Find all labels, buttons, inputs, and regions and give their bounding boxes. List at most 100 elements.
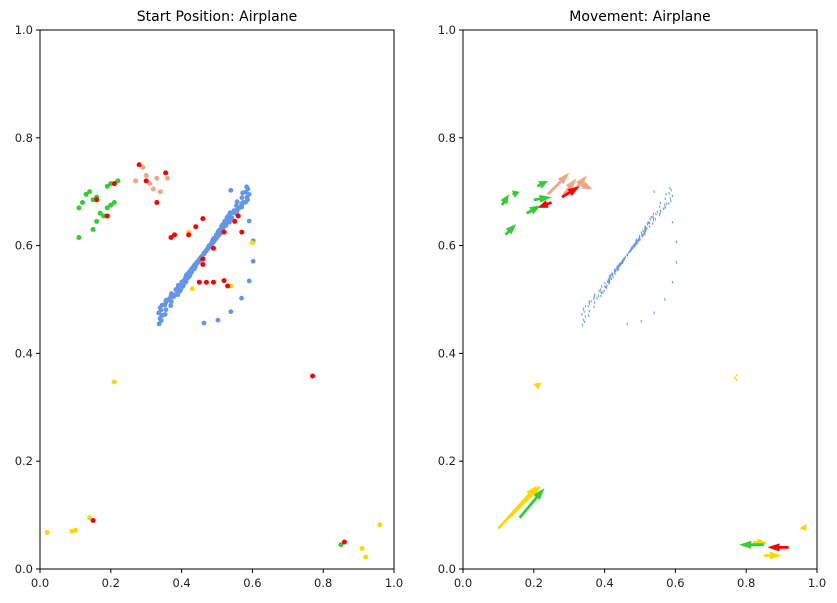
arm-motion-arrow bbox=[579, 181, 593, 189]
hand_right-point bbox=[189, 286, 195, 292]
face-motion-arrow bbox=[671, 280, 674, 284]
face-motion-arrow bbox=[604, 285, 606, 289]
hand_left-point bbox=[90, 197, 96, 203]
face-motion-arrow bbox=[635, 239, 638, 242]
pose-point bbox=[186, 232, 192, 238]
pose-motion-arrow bbox=[767, 543, 789, 552]
face-motion-arrow bbox=[630, 246, 633, 250]
face-motion-arrow bbox=[645, 228, 647, 231]
face-landmark-point bbox=[228, 187, 234, 193]
face-motion-arrow bbox=[606, 280, 609, 284]
face-landmark-point bbox=[250, 258, 256, 264]
face-motion-arrow bbox=[675, 240, 678, 244]
pose-point bbox=[163, 170, 169, 176]
hand_right-point bbox=[228, 283, 234, 289]
face-motion-arrow bbox=[671, 220, 674, 224]
arm-point bbox=[157, 189, 163, 195]
pose-point bbox=[310, 373, 316, 379]
x-tick-label: 0.8 bbox=[737, 576, 755, 590]
face-landmark-point bbox=[219, 222, 225, 228]
x-tick-label: 1.0 bbox=[808, 576, 826, 590]
x-tick-label: 0.6 bbox=[666, 576, 684, 590]
hand_right-motion-arrow bbox=[533, 382, 542, 390]
hand_left-motion-arrow bbox=[511, 190, 520, 198]
face-motion-arrow bbox=[610, 273, 612, 277]
face-landmark-point bbox=[184, 272, 190, 278]
face-motion-arrow bbox=[613, 269, 616, 273]
face-motion-arrow bbox=[626, 253, 628, 257]
face-motion-arrow bbox=[629, 250, 631, 254]
face-landmark-point bbox=[228, 309, 234, 315]
face-motion-arrow bbox=[668, 191, 670, 195]
face-motion-arrow bbox=[668, 202, 670, 205]
y-tick-label: 0.4 bbox=[438, 346, 456, 360]
pose-point bbox=[239, 229, 245, 235]
hand_right-motion-arrow bbox=[733, 373, 738, 382]
face-motion-arrow bbox=[636, 238, 638, 242]
face-landmark-point bbox=[244, 184, 250, 190]
x-tick-label: 0.6 bbox=[243, 576, 261, 590]
face-landmark-point bbox=[239, 295, 244, 301]
face-motion-arrow bbox=[654, 217, 657, 221]
hand_left-motion-arrow bbox=[526, 205, 541, 215]
face-motion-arrow bbox=[669, 186, 671, 190]
face-motion-arrow bbox=[647, 220, 649, 224]
face-landmark-point bbox=[244, 194, 250, 200]
y-tick-label: 0.0 bbox=[438, 562, 456, 576]
face-motion-arrow bbox=[582, 318, 585, 322]
data-points bbox=[44, 162, 383, 560]
y-tick-label: 1.0 bbox=[438, 23, 456, 37]
face-motion-arrow bbox=[620, 261, 623, 265]
face-motion-arrow bbox=[615, 267, 617, 271]
y-tick-label: 0.8 bbox=[15, 131, 33, 145]
face-motion-arrow bbox=[611, 273, 613, 276]
face-motion-arrow bbox=[593, 295, 596, 299]
face-landmark-point bbox=[246, 278, 252, 284]
data-arrows bbox=[497, 172, 807, 560]
face-motion-arrow bbox=[675, 261, 678, 264]
axis-ticks: 0.0 0.2 0.4 0.6 0.8 1.0 0.0 0.2 0.4 0.6 0.8 1.0 bbox=[15, 23, 403, 590]
face-motion-arrow bbox=[632, 245, 634, 249]
start-position-chart: Start Position: Airplane 0.0 0.2 0.4 0.6 0.8… bbox=[15, 9, 403, 590]
face-landmark-point bbox=[156, 310, 162, 316]
pose-point bbox=[104, 213, 110, 219]
face-landmark-point bbox=[234, 203, 239, 209]
hand_left-motion-arrow bbox=[500, 194, 509, 206]
hand_left-point bbox=[108, 181, 114, 187]
face-motion-arrow bbox=[646, 226, 648, 230]
hand_right-point bbox=[363, 554, 369, 560]
face-motion-arrow bbox=[649, 217, 652, 221]
face-motion-arrow bbox=[633, 244, 636, 247]
face-motion-arrow bbox=[596, 296, 598, 300]
pose-point bbox=[200, 256, 206, 262]
face-motion-arrow bbox=[581, 312, 583, 316]
face-motion-arrow bbox=[607, 279, 610, 282]
face-motion-arrow bbox=[602, 291, 604, 294]
face-motion-arrow bbox=[619, 262, 622, 266]
face-motion-arrow bbox=[600, 290, 602, 294]
hand_right-motion-arrow bbox=[753, 538, 768, 547]
pose-motion-arrow bbox=[537, 200, 552, 208]
face-landmark-point bbox=[177, 288, 183, 294]
arm-point bbox=[154, 175, 160, 181]
hand_left-motion-arrow bbox=[518, 488, 545, 519]
face-motion-arrow bbox=[652, 212, 655, 216]
face-motion-arrow bbox=[626, 322, 628, 326]
face-motion-arrow bbox=[609, 274, 611, 278]
face-motion-arrow bbox=[583, 310, 585, 313]
face-motion-arrow bbox=[593, 293, 596, 297]
pose-point bbox=[200, 216, 206, 222]
pose-point bbox=[111, 181, 117, 187]
face-motion-arrow bbox=[652, 222, 654, 225]
face-motion-arrow bbox=[631, 245, 633, 249]
hand_right-motion-arrow bbox=[508, 485, 541, 519]
face-landmark-point bbox=[246, 218, 252, 224]
face-motion-arrow bbox=[644, 225, 647, 228]
face-motion-arrow bbox=[590, 299, 592, 303]
face-motion-arrow bbox=[630, 248, 633, 251]
arm-point bbox=[133, 178, 139, 184]
face-landmark-point bbox=[168, 303, 174, 309]
y-tick-label: 0.2 bbox=[438, 454, 456, 468]
face-motion-arrow bbox=[670, 188, 672, 192]
